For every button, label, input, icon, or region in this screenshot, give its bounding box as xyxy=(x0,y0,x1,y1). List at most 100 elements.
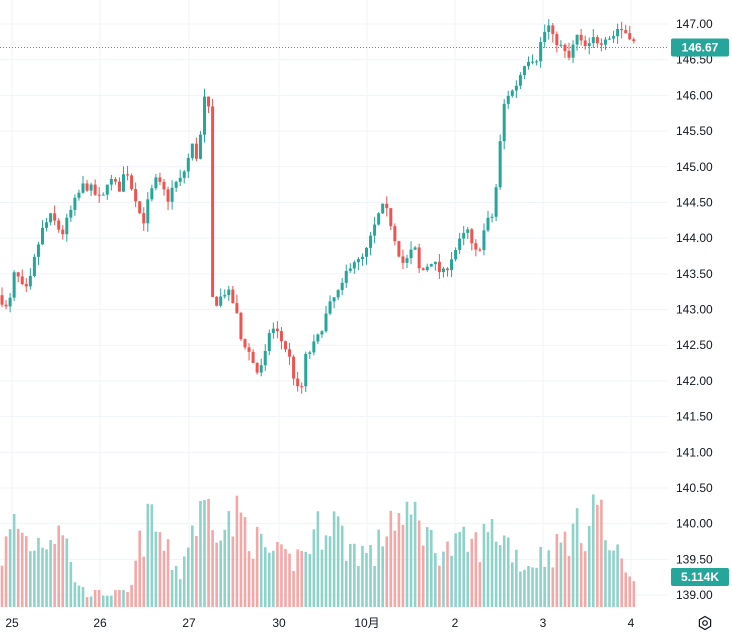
volume-bar xyxy=(101,595,105,607)
last-price-badge-bg xyxy=(671,38,729,57)
price-tick-label: 147.00 xyxy=(676,17,713,31)
candle-body xyxy=(134,189,138,202)
candle-body xyxy=(89,184,93,191)
volume-bar xyxy=(527,566,530,607)
candle-body xyxy=(486,217,490,231)
candle-body xyxy=(101,194,105,196)
grid xyxy=(0,0,668,607)
time-axis[interactable]: 25 26 27 30 10月 2 3 4 xyxy=(5,616,634,630)
volume-bar xyxy=(12,513,16,607)
candle-body xyxy=(531,61,535,63)
price-axis[interactable]: 147.00146.50146.00145.50145.00144.50144.… xyxy=(676,17,713,602)
volume-bar xyxy=(579,543,583,607)
volume-bar xyxy=(328,536,332,607)
volume-bar xyxy=(373,565,376,607)
volume-bar xyxy=(405,501,409,607)
volume-bar xyxy=(539,546,542,607)
volume-bar xyxy=(543,566,546,607)
volume-bar xyxy=(381,546,384,607)
candle-body xyxy=(324,313,328,332)
volume-bar xyxy=(243,517,247,607)
candle-body xyxy=(292,356,296,379)
candle-body xyxy=(433,261,437,265)
volume-bar xyxy=(397,513,401,607)
volume-bar xyxy=(292,571,295,607)
price-tick-label: 143.00 xyxy=(676,303,713,317)
chart-settings-button[interactable] xyxy=(694,612,716,634)
candle-body xyxy=(522,66,526,76)
volume-bar xyxy=(458,531,461,607)
volume-bar xyxy=(150,504,154,607)
volume-bar xyxy=(600,499,603,607)
candle-body xyxy=(543,31,547,43)
volume-bar xyxy=(547,550,551,607)
volume-bar xyxy=(632,581,636,607)
candle-body xyxy=(360,256,364,260)
candle-body xyxy=(93,184,97,195)
volume-bar xyxy=(207,498,210,607)
volume-bar xyxy=(324,535,328,607)
volume-bar xyxy=(344,560,348,607)
volume-bar xyxy=(57,525,60,607)
candle-body xyxy=(336,290,340,298)
candle-body xyxy=(599,43,603,45)
last-price-badge: 146.67 xyxy=(671,38,729,57)
candle-body xyxy=(146,199,150,224)
price-tick-label: 141.00 xyxy=(676,445,713,459)
volume-bar xyxy=(486,532,490,607)
candle-body xyxy=(502,103,506,142)
candle-body xyxy=(352,262,356,269)
volume-bar xyxy=(340,525,344,607)
volume-bar xyxy=(361,545,364,607)
candle-body xyxy=(166,189,170,202)
candle-body xyxy=(397,241,401,257)
candle-body xyxy=(170,187,174,202)
volume-bar xyxy=(417,520,421,607)
volume-bar xyxy=(118,589,121,607)
candle-body xyxy=(235,303,239,313)
candle-body xyxy=(24,284,28,287)
volume-bar xyxy=(138,530,141,607)
volume-bar xyxy=(442,551,445,607)
volume-bar xyxy=(170,569,174,607)
candle-body xyxy=(458,238,462,250)
candle-body xyxy=(231,289,235,304)
candle-body xyxy=(28,276,32,287)
candle-body xyxy=(154,177,158,189)
volume-bar xyxy=(97,590,101,607)
candle-body xyxy=(425,266,429,271)
volume-bar xyxy=(81,587,85,607)
volume-bar xyxy=(478,562,482,607)
candle-body xyxy=(498,141,502,188)
candle-body xyxy=(77,192,81,198)
volume-bar xyxy=(498,545,502,607)
candle-body xyxy=(32,256,36,277)
candle-body xyxy=(535,61,539,63)
volume-bar xyxy=(215,542,218,607)
volume-bar xyxy=(8,529,12,607)
volume-bar xyxy=(276,541,279,607)
candle-body xyxy=(446,268,449,271)
volume-bar xyxy=(20,532,24,607)
candle-body xyxy=(0,295,4,305)
candle-body xyxy=(595,37,599,44)
candle-body xyxy=(482,230,486,251)
volume-bar xyxy=(316,511,320,607)
candle-body xyxy=(369,235,373,248)
volume-bar xyxy=(401,524,405,607)
time-tick-label: 26 xyxy=(93,616,107,630)
candle-body xyxy=(514,85,518,91)
candle-body xyxy=(162,181,166,190)
candle-body xyxy=(53,213,57,221)
time-tick-label: 3 xyxy=(540,616,547,630)
candle-body xyxy=(122,174,125,192)
volume-bar xyxy=(4,536,8,607)
candle-body xyxy=(49,213,53,223)
volume-bar xyxy=(122,590,125,607)
candle-body xyxy=(12,272,16,298)
volume-bar xyxy=(69,561,73,607)
volume-bar xyxy=(191,525,194,607)
price-tick-label: 145.00 xyxy=(676,160,713,174)
